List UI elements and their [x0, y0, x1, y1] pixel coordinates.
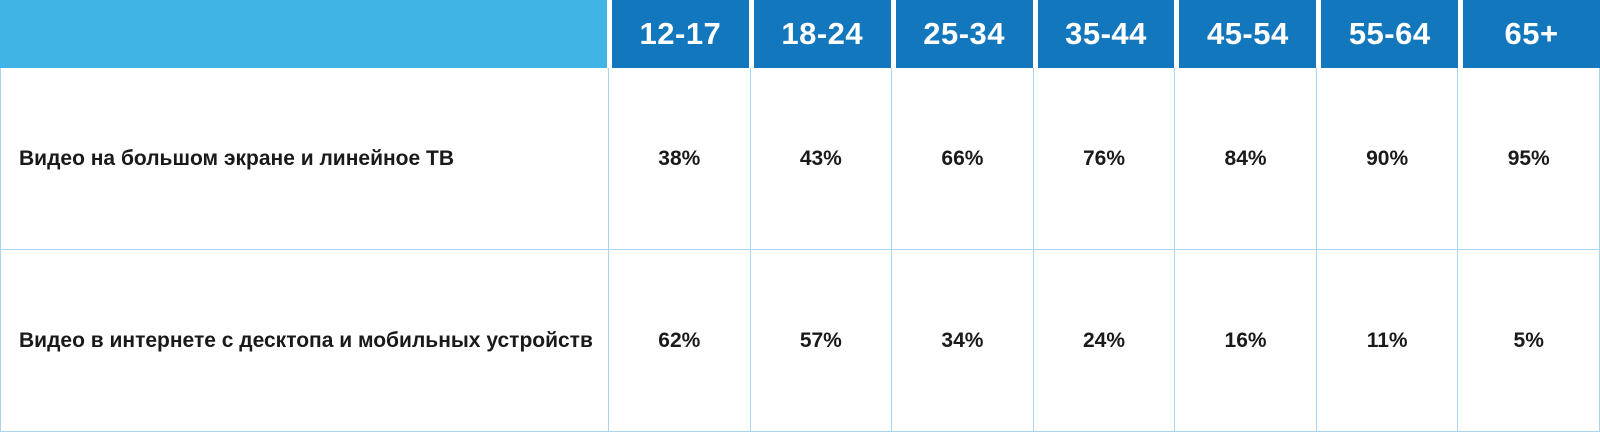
- table-row-tv: Видео на большом экране и линейное ТВ 38…: [1, 68, 1599, 249]
- cell-value: 62%: [608, 250, 750, 431]
- cell-value: 24%: [1032, 250, 1175, 431]
- column-header-45-54: 45-54: [1174, 0, 1317, 68]
- row-label: Видео на большом экране и линейное ТВ: [19, 146, 454, 170]
- table-body: Видео на большом экране и линейное ТВ 38…: [0, 68, 1600, 432]
- column-header-65plus: 65+: [1458, 0, 1600, 68]
- table-row-internet: Видео в интернете с десктопа и мобильных…: [1, 249, 1599, 431]
- column-header-55-64: 55-64: [1316, 0, 1459, 68]
- cell-value: 76%: [1032, 68, 1175, 249]
- cell-value: 43%: [749, 68, 892, 249]
- cell-value: 11%: [1315, 250, 1458, 431]
- column-header-35-44: 35-44: [1032, 0, 1175, 68]
- table-header-row: 12-17 18-24 25-34 35-44 45-54 55-64 65+: [0, 0, 1600, 68]
- row-label: Видео в интернете с десктопа и мобильных…: [19, 328, 593, 352]
- cell-value: 38%: [608, 68, 750, 249]
- column-header-25-34: 25-34: [890, 0, 1033, 68]
- column-header-18-24: 18-24: [748, 0, 891, 68]
- column-header-12-17: 12-17: [607, 0, 749, 68]
- cell-value: 66%: [891, 68, 1033, 249]
- cell-value: 84%: [1174, 68, 1316, 249]
- cell-value: 16%: [1174, 250, 1316, 431]
- cell-value: 95%: [1457, 68, 1599, 249]
- cell-value: 5%: [1457, 250, 1599, 431]
- cell-value: 34%: [891, 250, 1033, 431]
- cell-value: 90%: [1315, 68, 1458, 249]
- cell-value: 57%: [749, 250, 892, 431]
- header-corner-cell: [0, 0, 607, 68]
